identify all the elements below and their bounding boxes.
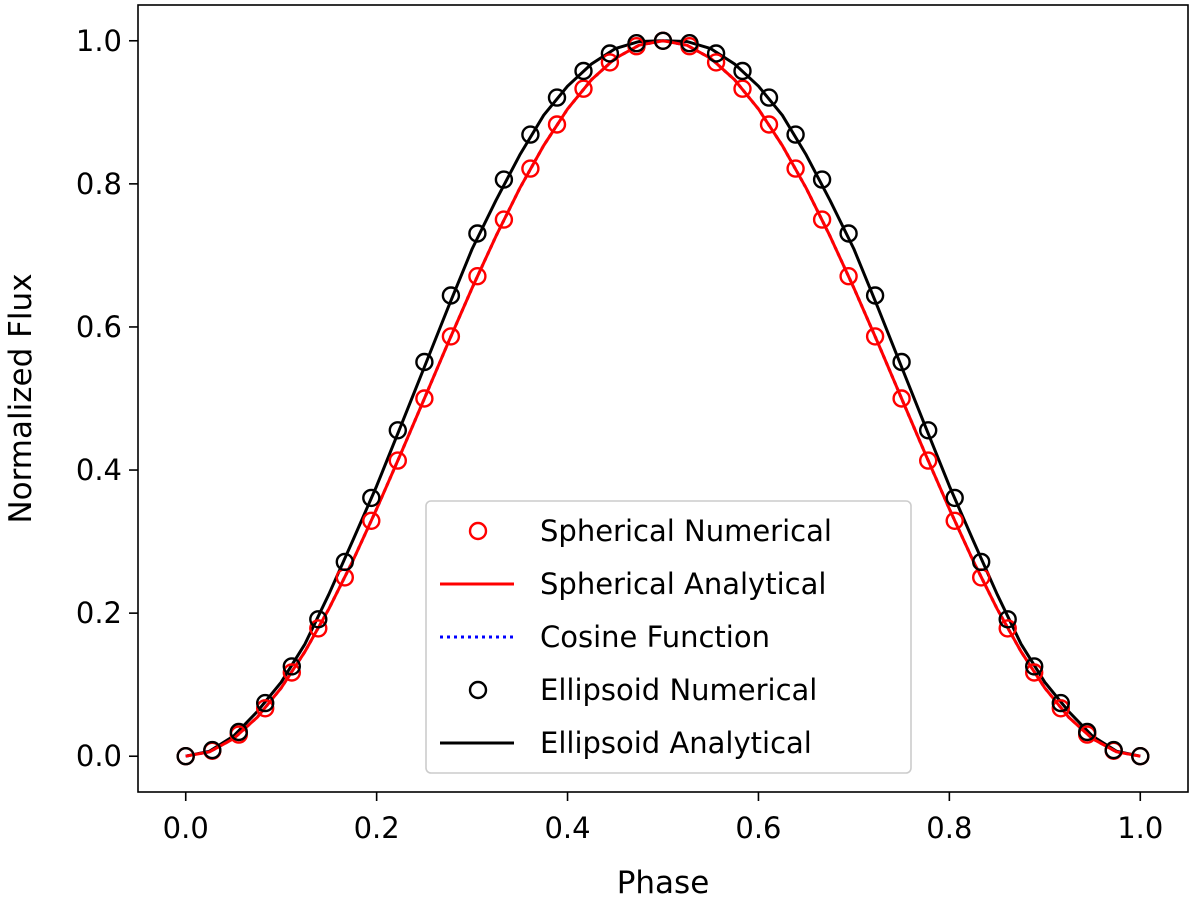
spherical-numerical-marker	[388, 451, 407, 470]
spherical-numerical-marker	[494, 210, 514, 229]
y-tick-label: 0.6	[76, 310, 122, 344]
y-tick-label: 1.0	[76, 24, 122, 58]
plot-markers	[176, 31, 1150, 766]
spherical-numerical-marker	[309, 619, 328, 638]
y-tick-label: 0.2	[76, 596, 122, 630]
ellipsoid-numerical-marker	[441, 286, 461, 305]
spherical-numerical-marker	[415, 389, 434, 408]
legend-marker-swatch	[468, 521, 488, 541]
spherical-numerical-marker	[839, 267, 858, 286]
legend-box	[425, 500, 912, 774]
spherical-numerical-marker	[786, 159, 805, 178]
x-tick-label: 0.6	[735, 811, 781, 845]
ellipsoid-numerical-marker	[1051, 693, 1071, 713]
plot-lines	[185, 39, 1141, 758]
y-axis-ticks: 0.0 0.2 0.4 0.6 0.8 1.0	[76, 24, 138, 773]
y-axis-label: Normalized Flux	[3, 273, 39, 523]
x-tick-label: 1.0	[1117, 811, 1163, 845]
ellipsoid-numerical-marker	[759, 88, 779, 107]
spherical-numerical-marker	[600, 53, 620, 72]
legend-label: Cosine Function	[540, 620, 770, 654]
ellipsoid-numerical-marker	[176, 747, 195, 766]
ellipsoid-numerical-marker	[600, 44, 620, 63]
ellipsoid-numerical-marker	[1104, 740, 1123, 760]
ellipsoid-numerical-marker	[1024, 657, 1044, 676]
spherical-numerical-marker	[945, 511, 964, 530]
ellipsoid-numerical-marker	[972, 552, 991, 572]
spherical-numerical-marker	[919, 451, 938, 470]
ellipsoid-numerical-marker	[812, 170, 832, 189]
axes-frame	[137, 4, 1189, 793]
legend-item-ellipsoid-analytical: Ellipsoid Analytical	[440, 726, 812, 760]
spherical-numerical-marker	[733, 79, 752, 98]
legend-label: Ellipsoid Numerical	[540, 673, 817, 707]
legend-item-ellipsoid-numerical: Ellipsoid Numerical	[468, 673, 817, 707]
legend-label: Spherical Analytical	[540, 567, 826, 601]
spherical-numerical-marker	[892, 389, 911, 408]
spherical-numerical-marker	[256, 699, 275, 718]
spherical-numerical-marker	[574, 79, 593, 98]
ellipsoid-numerical-marker	[919, 421, 938, 440]
ellipsoid-numerical-marker	[733, 61, 752, 81]
legend-item-cosine-function: Cosine Function	[440, 620, 770, 654]
ellipsoid-numerical-marker	[892, 352, 911, 372]
ellipsoid-numerical-marker	[282, 657, 301, 676]
spherical-numerical-marker	[1051, 699, 1071, 718]
legend-marker-swatch	[468, 680, 488, 700]
ellipsoid-numerical-marker	[706, 44, 726, 63]
ellipsoid-numerical-marker	[494, 170, 514, 189]
ellipsoid-numerical-marker	[521, 125, 540, 144]
spherical-numerical-marker	[759, 115, 779, 134]
ellipsoid-numerical-marker	[415, 352, 434, 372]
x-tick-label: 0.0	[163, 811, 209, 845]
ellipsoid-numerical-marker	[653, 31, 673, 50]
ellipsoid-numerical-marker	[680, 34, 699, 53]
spherical-numerical-marker	[998, 619, 1017, 638]
ellipsoid-numerical-marker	[547, 88, 567, 107]
x-tick-label: 0.8	[926, 811, 972, 845]
legend-label: Ellipsoid Analytical	[540, 726, 812, 760]
legend-item-spherical-analytical: Spherical Analytical	[440, 567, 826, 601]
ellipsoid-numerical-marker	[335, 552, 354, 572]
ellipsoid-numerical-marker	[1077, 722, 1097, 742]
ellipsoid-numerical-marker	[865, 286, 885, 305]
ellipsoid-numerical-marker	[945, 488, 964, 508]
ellipsoid-numerical-marker	[1131, 747, 1150, 766]
legend: Spherical Numerical Spherical Analytical C…	[425, 500, 912, 774]
x-tick-label: 0.4	[544, 811, 590, 845]
ellipsoid-numerical-marker	[362, 488, 381, 508]
y-tick-label: 0.0	[76, 739, 122, 773]
spherical-numerical-marker	[282, 663, 301, 682]
spherical-numerical-marker	[362, 511, 381, 530]
y-tick-label: 0.8	[76, 167, 122, 201]
spherical-numerical-marker	[441, 327, 461, 346]
legend-item-spherical-numerical: Spherical Numerical	[468, 514, 832, 548]
spherical-analytical-line	[185, 39, 1141, 758]
spherical-numerical-marker	[1024, 663, 1044, 682]
ellipsoid-numerical-marker	[786, 125, 805, 144]
spherical-numerical-marker	[706, 53, 726, 72]
spherical-numerical-marker	[865, 327, 885, 346]
ellipsoid-numerical-marker	[627, 34, 646, 53]
ellipsoid-numerical-marker	[839, 224, 858, 243]
ellipsoid-numerical-marker	[203, 740, 222, 760]
spherical-numerical-marker	[547, 115, 567, 134]
legend-label: Spherical Numerical	[540, 514, 832, 548]
y-tick-label: 0.4	[76, 453, 122, 487]
spherical-numerical-marker	[521, 159, 540, 178]
x-axis-ticks: 0.0 0.2 0.4 0.6 0.8 1.0	[163, 792, 1163, 845]
ellipsoid-numerical-marker	[256, 693, 275, 713]
ellipsoid-numerical-marker	[998, 610, 1017, 629]
ellipsoid-numerical-marker	[468, 224, 487, 243]
x-axis-label: Phase	[617, 865, 710, 897]
x-tick-label: 0.2	[354, 811, 400, 845]
spherical-numerical-marker	[812, 210, 832, 229]
spherical-numerical-marker	[468, 267, 487, 286]
ellipsoid-numerical-marker	[309, 610, 328, 629]
ellipsoid-numerical-marker	[574, 61, 593, 81]
ellipsoid-numerical-marker	[388, 421, 407, 440]
ellipsoid-numerical-marker	[229, 722, 249, 742]
